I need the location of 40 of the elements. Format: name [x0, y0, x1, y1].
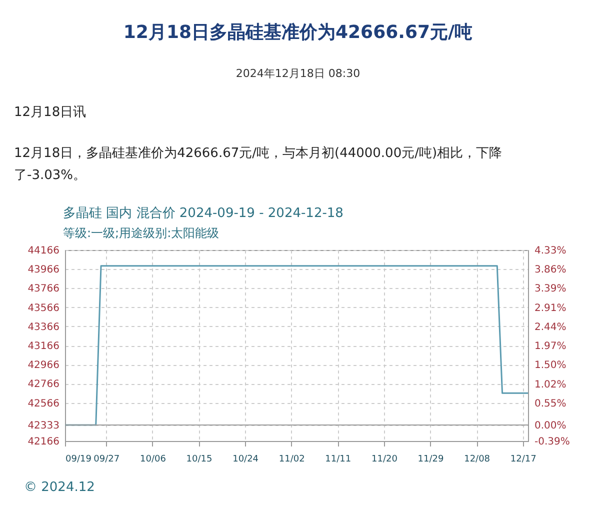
y-tick-label: 42766 — [28, 379, 60, 390]
y-tick-label: 43366 — [28, 322, 60, 333]
y2-tick-label: 2.91% — [534, 302, 566, 314]
x-tick-label: 10/24 — [232, 454, 259, 464]
y-tick-label: 43566 — [28, 302, 60, 314]
y-tick-label: 42166 — [28, 436, 60, 448]
y2-tick-label: -0.39% — [534, 436, 570, 448]
x-tick-label: 11/20 — [371, 454, 398, 464]
y2-tick-label: 3.86% — [534, 264, 566, 276]
text: 12月18日，多晶硅基准价为42666.67元/吨，与本月初(44000.00元/吨)相比，下降了-3.03%。 — [14, 146, 502, 183]
y-tick-label: 43166 — [28, 341, 60, 352]
y-tick-label: 43766 — [28, 284, 60, 295]
x-tick-label: 09/19 — [66, 454, 92, 464]
y-tick-label: 43966 — [28, 264, 60, 276]
y2-tick-label: 0.00% — [534, 420, 566, 432]
x-tick-label: 10/15 — [186, 454, 212, 464]
y-tick-label: 42966 — [28, 360, 60, 372]
y2-tick-label: 2.44% — [534, 322, 566, 333]
x-tick-label: 11/11 — [325, 454, 352, 464]
y2-tick-label: 1.02% — [534, 379, 566, 390]
y-tick-label: 42566 — [28, 398, 60, 410]
x-tick-label: 12/08 — [464, 454, 490, 464]
y2-tick-label: 3.39% — [534, 284, 566, 295]
y2-tick-label: 4.33% — [534, 246, 566, 256]
x-tick-label: 11/02 — [278, 454, 305, 464]
y2-tick-label: 0.55% — [534, 398, 566, 410]
chart-title: 12月18日多晶硅基准价为42666.67元/吨 — [123, 22, 473, 43]
x-tick-label: 09/27 — [94, 454, 120, 464]
text: 多晶硅 国内 混合价 2024-09-19 - 2024-12-18 — [63, 206, 344, 221]
x-tick-label: 11/29 — [418, 454, 444, 464]
text: 12月18日讯 — [14, 105, 86, 120]
text: 等级:一级;用途级别:太阳能级 — [63, 226, 220, 240]
y2-tick-label: 1.50% — [534, 360, 566, 372]
chart-subtitle: 2024年12月18日 08:30 — [236, 67, 360, 80]
x-tick-label: 10/06 — [140, 454, 166, 464]
y2-tick-label: 1.97% — [534, 341, 566, 352]
y-tick-label: 42333 — [28, 420, 60, 432]
text: © 2024.12 — [24, 480, 95, 495]
y-tick-label: 44166 — [28, 246, 60, 256]
x-tick-label: 12/17 — [510, 454, 536, 464]
